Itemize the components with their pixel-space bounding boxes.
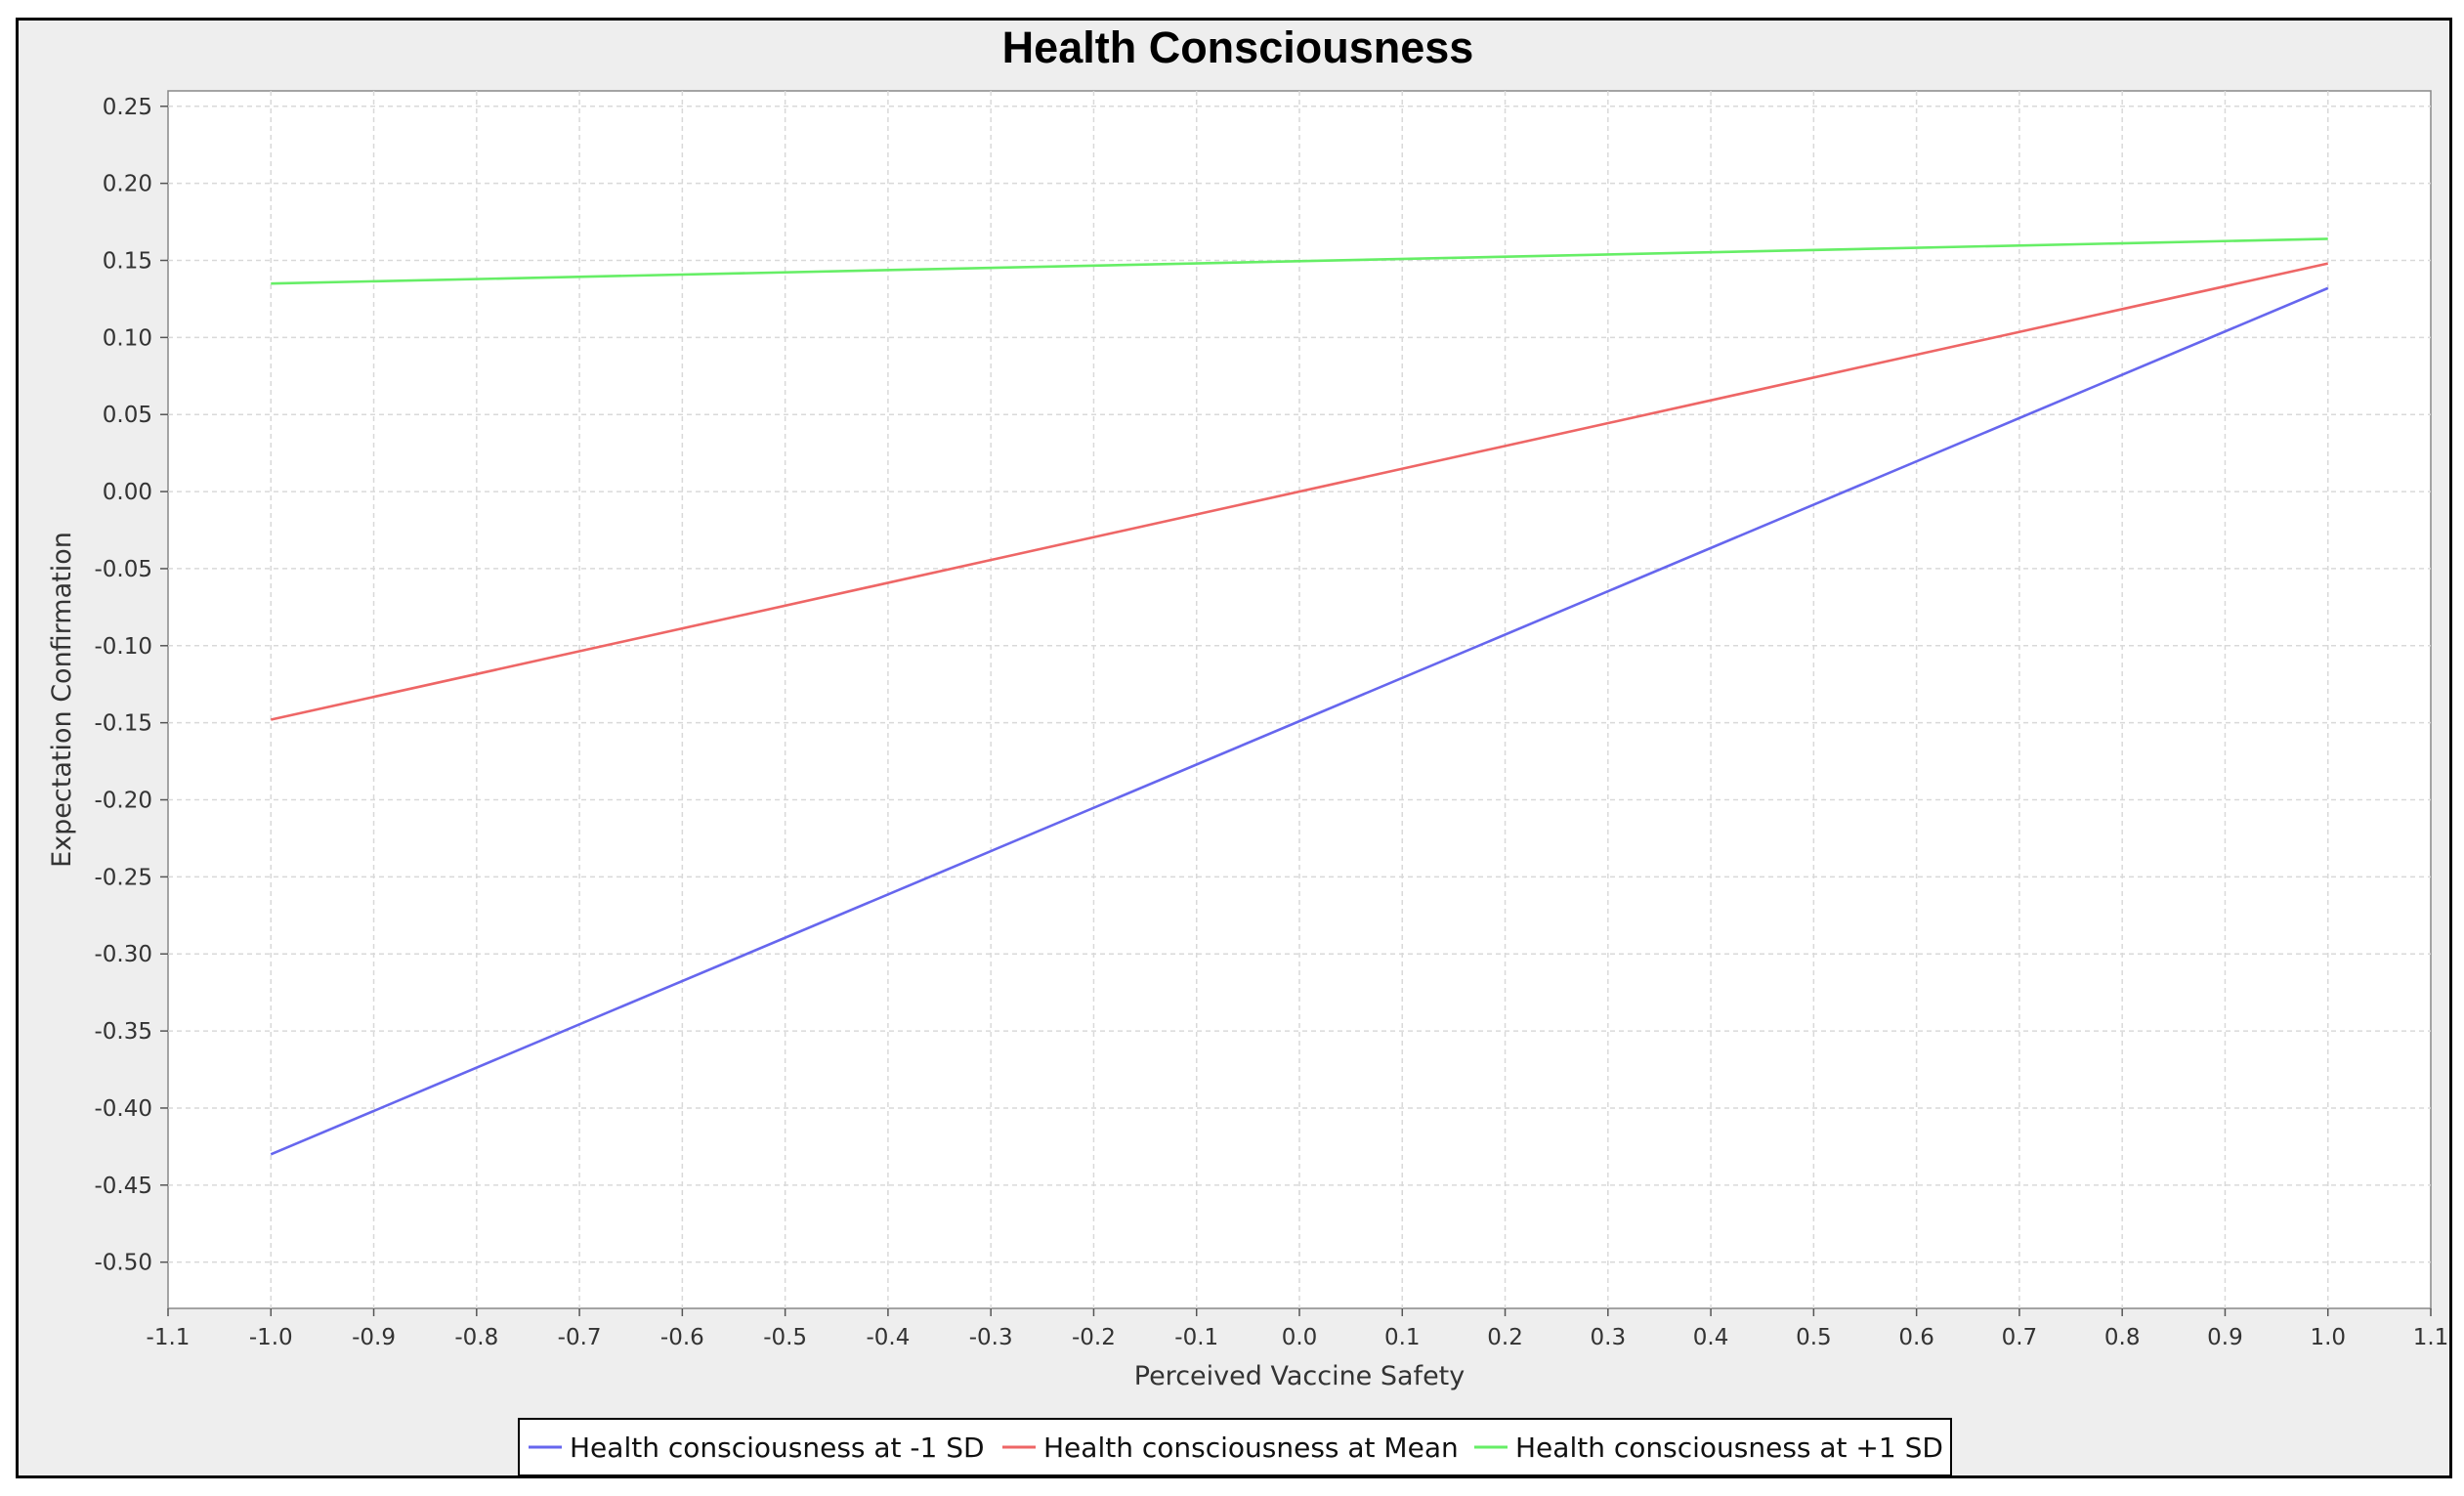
x-tick-label: 1.0 [2310,1325,2346,1350]
x-tick-label: -0.1 [1174,1325,1218,1350]
x-tick-label: 0.0 [1282,1325,1318,1350]
series-line-3 [271,237,2328,285]
y-axis-title: Expectation Confirmation [47,532,77,868]
y-tick-label: -0.35 [94,1019,152,1045]
x-tick-label: -0.9 [352,1325,396,1350]
x-tick-label: 0.4 [1693,1325,1729,1350]
legend-label-1: Health consciousness at -1 SD [570,1432,985,1464]
y-tick-label: 0.25 [103,95,152,120]
y-tick-label: -0.05 [94,557,152,582]
x-tick-label: -0.6 [660,1325,704,1350]
x-tick-label: -0.3 [969,1325,1013,1350]
x-tick-label: 0.7 [2002,1325,2038,1350]
x-tick-label: 1.1 [2413,1325,2449,1350]
y-tick-label: -0.20 [94,789,152,814]
y-tick-label: 0.10 [103,325,152,351]
y-tick-label: 0.05 [103,403,152,428]
series-line-1 [270,286,2329,1156]
x-tick-label: 0.2 [1487,1325,1523,1350]
y-tick-label: 0.15 [103,248,152,274]
x-tick-label: -0.2 [1072,1325,1116,1350]
x-tick-label: 0.3 [1591,1325,1627,1350]
series-line-2 [270,262,2329,721]
x-axis-title: Perceived Vaccine Safety [1134,1361,1466,1391]
chart-title: Health Consciousness [1002,22,1474,72]
x-tick-label: 0.1 [1384,1325,1421,1350]
y-tick-label: -0.50 [94,1251,152,1276]
x-tick-label: 0.9 [2207,1325,2243,1350]
legend-box [518,1418,1952,1476]
y-tick-label: -0.30 [94,942,152,967]
legend: Health consciousness at -1 SD Health cons… [518,1418,1952,1476]
x-tick-label: -0.8 [454,1325,498,1350]
y-tick-label: -0.15 [94,711,152,737]
y-tick-label: -0.10 [94,634,152,660]
series-lines [270,237,2329,1156]
y-tick-label: 0.00 [103,480,152,505]
y-tick-label: -0.40 [94,1096,152,1122]
x-tick-label: -0.4 [866,1325,910,1350]
x-tick-label: 0.5 [1796,1325,1832,1350]
y-tick-label: 0.20 [103,172,152,197]
axes: -1.1 -1.0 -0.9 -0.8 -0.7 -0.6 -0.5 -0.4 -0.3 -0.2… [94,95,2448,1350]
y-tick-label: -0.45 [94,1174,152,1199]
x-tick-label: -0.5 [763,1325,807,1350]
x-tick-label: -1.0 [249,1325,293,1350]
legend-label-2: Health consciousness at Mean [1043,1432,1459,1464]
x-tick-label: -1.1 [147,1325,191,1350]
legend-label-3: Health consciousness at +1 SD [1515,1432,1943,1464]
x-tick-label: -0.7 [558,1325,602,1350]
x-tick-label: 0.8 [2104,1325,2141,1350]
y-tick-label: -0.25 [94,865,152,890]
x-tick-label: 0.6 [1898,1325,1934,1350]
grid-lines [168,91,2431,1308]
